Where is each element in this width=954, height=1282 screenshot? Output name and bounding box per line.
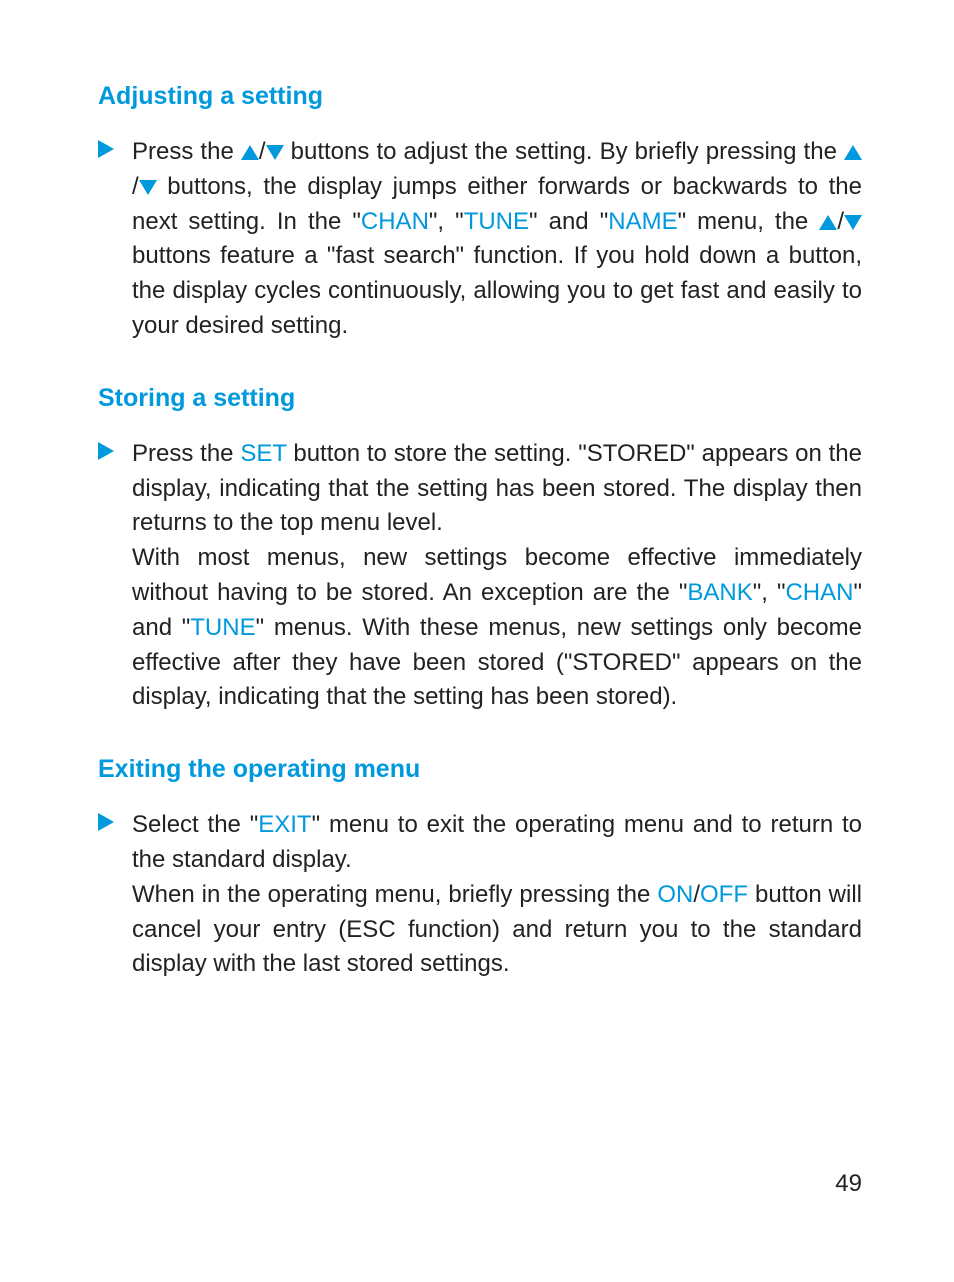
page-number: 49 xyxy=(835,1170,862,1198)
document-page: Adjusting a setting Press the / buttons … xyxy=(0,0,954,982)
bullet-triangle-icon xyxy=(98,437,132,715)
highlight-term: TUNE xyxy=(190,614,255,641)
highlight-term: EXIT xyxy=(258,811,311,838)
down-arrow-icon xyxy=(844,215,862,230)
highlight-term: CHAN xyxy=(361,208,429,235)
highlight-term: NAME xyxy=(608,208,677,235)
up-arrow-icon xyxy=(844,145,862,160)
highlight-term: SET xyxy=(240,440,286,467)
up-arrow-icon xyxy=(819,215,837,230)
slash-separator: / xyxy=(693,881,700,908)
down-arrow-icon xyxy=(266,145,284,160)
down-arrow-icon xyxy=(139,180,157,195)
section-heading-exiting: Exiting the operating menu xyxy=(98,755,862,784)
bullet-item: Select the "EXIT" menu to exit the opera… xyxy=(98,808,862,982)
bullet-item: Press the SET button to store the settin… xyxy=(98,437,862,715)
highlight-term: TUNE xyxy=(464,208,529,235)
slash-separator: / xyxy=(132,173,139,200)
body-paragraph: Select the "EXIT" menu to exit the opera… xyxy=(132,808,862,982)
bullet-triangle-icon xyxy=(98,808,132,982)
highlight-term: OFF xyxy=(700,881,748,908)
section-heading-adjusting: Adjusting a setting xyxy=(98,82,862,111)
highlight-term: CHAN xyxy=(785,579,853,606)
bullet-item: Press the / buttons to adjust the settin… xyxy=(98,135,862,344)
highlight-term: BANK xyxy=(687,579,752,606)
highlight-term: ON xyxy=(657,881,693,908)
section-heading-storing: Storing a setting xyxy=(98,384,862,413)
slash-separator: / xyxy=(837,208,844,235)
body-paragraph: Press the SET button to store the settin… xyxy=(132,437,862,715)
up-arrow-icon xyxy=(241,145,259,160)
bullet-triangle-icon xyxy=(98,135,132,344)
slash-separator: / xyxy=(259,138,266,165)
body-paragraph: Press the / buttons to adjust the settin… xyxy=(132,135,862,344)
